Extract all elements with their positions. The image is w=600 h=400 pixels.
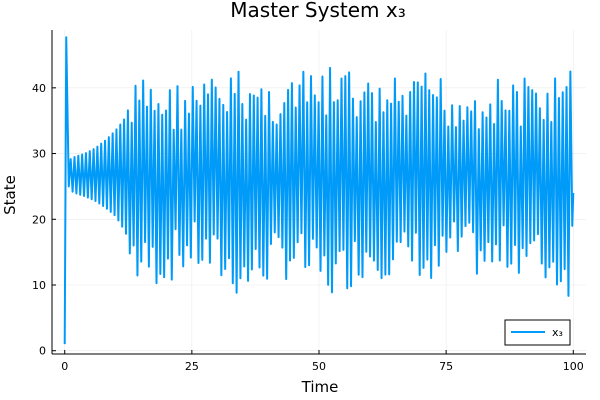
y-tick-label: 30 bbox=[32, 148, 46, 161]
x-tick-label: 25 bbox=[185, 360, 199, 373]
series-line-x3 bbox=[63, 36, 575, 345]
x-tick-label: 75 bbox=[439, 360, 453, 373]
y-axis-label: State bbox=[1, 175, 19, 215]
x-tick-label: 0 bbox=[61, 360, 68, 373]
legend-series-label: x₃ bbox=[552, 326, 563, 339]
y-tick-label: 40 bbox=[32, 82, 46, 95]
y-tick-label: 20 bbox=[32, 213, 46, 226]
plot-area bbox=[63, 36, 575, 345]
x-axis-label: Time bbox=[301, 378, 339, 396]
tick-labels: 0 25 50 75 100 0 10 20 30 40 bbox=[32, 82, 584, 373]
x-tick-label: 100 bbox=[563, 360, 584, 373]
x-tick-label: 50 bbox=[312, 360, 326, 373]
y-tick-label: 0 bbox=[39, 345, 46, 358]
chart-title: Master System x₃ bbox=[230, 0, 405, 22]
legend: x₃ bbox=[504, 319, 571, 346]
axes bbox=[51, 30, 586, 355]
y-tick-label: 10 bbox=[32, 279, 46, 292]
